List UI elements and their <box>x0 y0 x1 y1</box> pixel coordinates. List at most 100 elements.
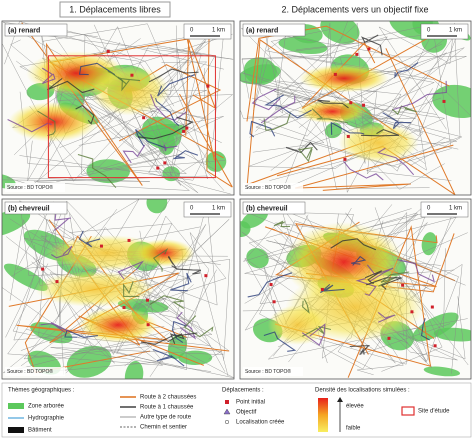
road <box>42 23 191 125</box>
initial-point <box>430 305 434 309</box>
legend-swatch <box>224 419 230 425</box>
initial-point <box>433 344 437 348</box>
simulated-track <box>140 332 198 345</box>
simulated-track <box>382 112 411 130</box>
source-label: Source : BD TOPO® <box>245 368 291 375</box>
initial-point <box>204 274 208 278</box>
scale-zero: 0 <box>190 28 194 34</box>
simulated-track <box>107 70 130 92</box>
initial-point <box>401 283 405 287</box>
road <box>240 110 333 155</box>
simulated-track <box>152 349 185 367</box>
road <box>358 23 438 125</box>
simulated-track <box>317 99 349 109</box>
source-box <box>5 367 65 376</box>
column-title: 2. Déplacements vers un objectif fixe <box>281 4 428 14</box>
road <box>185 39 217 136</box>
simulated-track <box>377 311 396 323</box>
simulated-track <box>176 268 202 275</box>
scale-zero: 0 <box>190 206 194 212</box>
road <box>81 34 225 191</box>
simulated-track <box>365 277 402 290</box>
density-area <box>46 235 167 271</box>
road <box>295 144 454 191</box>
initial-point <box>442 99 446 103</box>
scale-unit: 1 km <box>449 206 462 212</box>
simulated-track <box>7 118 52 133</box>
initial-point <box>346 134 350 138</box>
legend-item: Localisation créée <box>236 420 285 426</box>
wooded-area <box>412 312 459 342</box>
column-header-box <box>59 1 171 18</box>
initial-point <box>156 166 160 170</box>
simulated-track <box>273 220 291 228</box>
road <box>116 224 207 354</box>
panel-frame <box>239 20 472 196</box>
road <box>394 88 433 171</box>
simulated-track <box>247 272 293 298</box>
panel-frame <box>1 20 235 196</box>
source-box <box>5 183 65 192</box>
simulated-track <box>263 112 292 131</box>
source-label: Source : BD TOPO® <box>7 368 53 375</box>
scale-unit: 1 km <box>449 28 462 34</box>
legend-item: Chemin et sentier <box>140 425 187 431</box>
road <box>179 27 233 188</box>
legend-item: Route à 2 chaussées <box>140 395 196 401</box>
road <box>56 153 226 182</box>
panel-content <box>2 199 234 379</box>
legend-item: Zone arborée <box>28 404 65 410</box>
source-label: Source : BD TOPO® <box>7 184 53 191</box>
simulated-track <box>343 160 384 181</box>
simulated-track <box>37 110 56 137</box>
road <box>252 73 325 153</box>
simulated-track <box>50 245 73 259</box>
density-area <box>89 65 170 116</box>
simulated-track <box>355 278 377 297</box>
initial-point <box>320 287 324 291</box>
legend-swatch <box>8 427 24 433</box>
simulated-track <box>396 259 435 283</box>
simulated-track <box>378 271 410 287</box>
initial-point <box>206 84 210 88</box>
initial-point <box>163 161 167 165</box>
wooded-area <box>124 360 144 379</box>
map-panel: (b) chevreuil 0 1 km Source : BD TOPO® <box>1 198 235 380</box>
simulated-track <box>41 67 56 84</box>
road <box>77 274 222 360</box>
density-area <box>134 239 195 267</box>
simulated-track <box>47 77 95 94</box>
source-box <box>243 183 303 192</box>
initial-point <box>146 323 150 327</box>
simulated-track <box>54 212 71 232</box>
simulated-track <box>78 230 101 248</box>
simulated-track <box>122 144 146 164</box>
simulated-track <box>330 121 365 135</box>
scale-unit: 1 km <box>212 206 225 212</box>
simulated-track <box>249 120 276 138</box>
simulated-track <box>157 74 196 97</box>
legend-item: Objectif <box>236 410 257 416</box>
initial-point <box>127 238 131 242</box>
map-panel: (b) chevreuil 0 1 km Source : BD TOPO® <box>239 198 472 380</box>
panel-label: (b) chevreuil <box>246 205 288 212</box>
panel-label: (b) chevreuil <box>8 205 50 212</box>
density-area <box>78 307 158 343</box>
panel-label: (a) renard <box>246 27 278 34</box>
density-area <box>297 99 368 124</box>
simulated-track <box>361 34 383 56</box>
legend-item: Route à 1 chaussée <box>140 405 194 411</box>
panel-content <box>2 21 234 195</box>
simulated-track <box>167 255 178 270</box>
road <box>148 44 231 195</box>
legend-title: Déplacements : <box>222 388 264 394</box>
simulated-track <box>298 147 314 163</box>
scale-zero: 0 <box>427 28 431 34</box>
source-label: Source : BD TOPO® <box>245 184 291 191</box>
simulated-track <box>260 95 296 124</box>
initial-point <box>146 298 150 302</box>
wooded-area <box>423 366 461 377</box>
simulated-track <box>420 318 430 341</box>
legend-swatch <box>401 406 415 416</box>
